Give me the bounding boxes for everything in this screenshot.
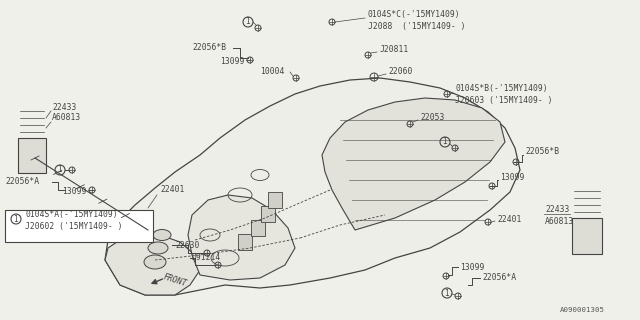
Text: J20602 ('15MY1409- ): J20602 ('15MY1409- ): [25, 222, 122, 231]
Text: 0104S*C(-'15MY1409): 0104S*C(-'15MY1409): [368, 11, 461, 20]
Text: A60813: A60813: [52, 114, 81, 123]
Ellipse shape: [153, 229, 171, 241]
Text: 22056*B: 22056*B: [192, 44, 226, 52]
Text: 10004: 10004: [260, 68, 284, 76]
Polygon shape: [322, 98, 505, 230]
Text: J20811: J20811: [380, 45, 409, 54]
Text: 1: 1: [443, 138, 447, 147]
Text: 22433: 22433: [545, 205, 570, 214]
Text: 22401: 22401: [497, 215, 522, 225]
Text: J20603 ('15MY1409- ): J20603 ('15MY1409- ): [455, 95, 552, 105]
Bar: [261, 206, 275, 222]
Bar: [5, 210, 153, 242]
Text: 13099: 13099: [220, 58, 244, 67]
Text: 22433: 22433: [52, 102, 76, 111]
Polygon shape: [105, 235, 200, 295]
Bar: [251, 220, 265, 236]
Text: 22056*B: 22056*B: [525, 148, 559, 156]
Text: 1: 1: [246, 18, 250, 27]
Polygon shape: [188, 195, 295, 280]
Text: J2088  ('15MY1409- ): J2088 ('15MY1409- ): [368, 22, 465, 31]
Text: 0104S*A(-'15MY1409): 0104S*A(-'15MY1409): [25, 211, 118, 220]
Bar: [238, 234, 252, 250]
Text: FRONT: FRONT: [162, 272, 188, 288]
Text: 13099: 13099: [500, 173, 524, 182]
Text: 13099: 13099: [460, 262, 484, 271]
Polygon shape: [105, 78, 520, 295]
Text: 13099: 13099: [62, 188, 86, 196]
Text: 22056*A: 22056*A: [5, 178, 39, 187]
Bar: [268, 192, 282, 208]
Bar: [18, 138, 46, 173]
Text: 1: 1: [58, 165, 62, 174]
Text: 22053: 22053: [420, 114, 444, 123]
Text: A090001305: A090001305: [560, 307, 605, 313]
Bar: [572, 218, 602, 254]
Text: 22630: 22630: [175, 241, 200, 250]
Text: 22401: 22401: [160, 186, 184, 195]
Text: 0104S*B(-'15MY1409): 0104S*B(-'15MY1409): [455, 84, 548, 92]
Text: 22060: 22060: [388, 68, 412, 76]
Text: A60813: A60813: [545, 218, 574, 227]
Text: 22056*A: 22056*A: [482, 274, 516, 283]
Ellipse shape: [148, 242, 168, 254]
Text: D91214: D91214: [192, 253, 221, 262]
Text: 1: 1: [445, 289, 449, 298]
Text: 1: 1: [13, 214, 19, 223]
Ellipse shape: [144, 255, 166, 269]
